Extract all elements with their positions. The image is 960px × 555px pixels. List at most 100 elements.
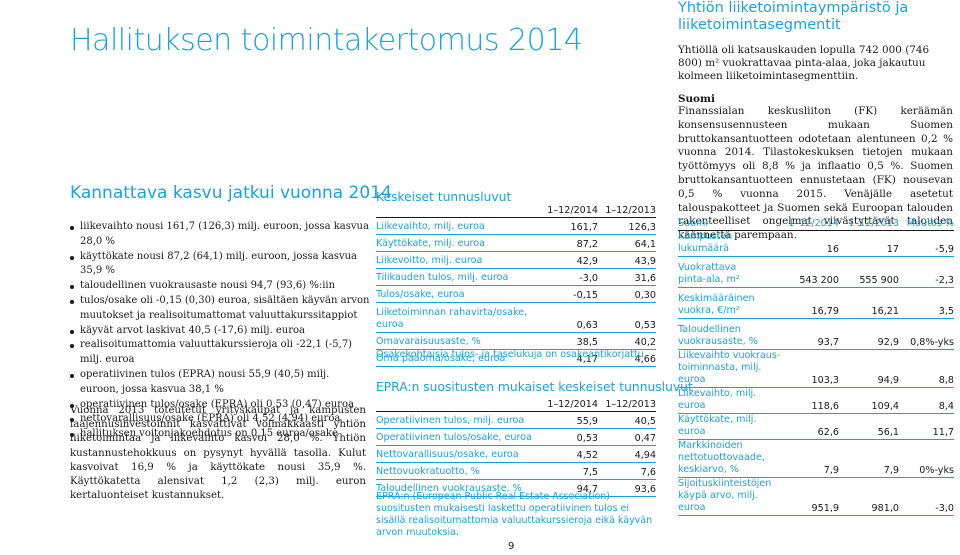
value-2014: 7,9 <box>786 439 839 478</box>
section-title: Yhtiön liiketoimintaympäristö ja liiketo… <box>678 0 953 34</box>
row-label-line: Liiketoiminnan rahavirta/osake, <box>376 307 528 318</box>
table-header-row: Suomi 1–12/2014 1–12/2013 Muutos % <box>678 213 954 231</box>
value-2014: 16 <box>786 230 839 257</box>
value-change: 0,8%-yks <box>899 318 954 350</box>
section-title-line: liiketoimintasegmentit <box>678 17 841 33</box>
value-change: -3,0 <box>899 477 954 516</box>
value-2014: 87,2 <box>541 234 598 252</box>
row-label-line: vuokrausaste, % <box>678 336 758 347</box>
epra-note: EPRA:n (European Public Real Estate Asso… <box>376 491 653 538</box>
row-label: Operatiivinen tulos/osake, euroa <box>376 428 541 446</box>
page-number: 9 <box>508 541 515 552</box>
highlights-list: liikevaihto nousi 161,7 (126,3) milj. eu… <box>70 220 370 442</box>
value-2013: 555 900 <box>839 256 899 288</box>
row-label-line: Liikevaihto vuokraus- <box>678 350 781 361</box>
table-row: Kampusten lukumäärä 16 17 -5,9 <box>678 230 954 257</box>
value-2013: 16,21 <box>839 287 899 319</box>
list-item: käyvät arvot laskivat 40,5 (-17,6) milj.… <box>70 324 370 339</box>
page-title: Hallituksen toimintakertomus 2014 <box>70 23 583 58</box>
header-cell-empty <box>376 200 541 218</box>
value-2013: 981,0 <box>839 477 899 516</box>
row-label-line: nettotuottovaade, <box>678 452 765 463</box>
row-label: Käyttökate, milj. euroa <box>678 413 786 440</box>
value-2014: 42,9 <box>541 251 598 269</box>
value-2013: 7,9 <box>839 439 899 478</box>
value-2013: 7,6 <box>598 462 656 480</box>
row-label-line: Keskimääräinen <box>678 293 755 304</box>
row-label: Kampusten lukumäärä <box>678 230 786 257</box>
value-2013: 94,9 <box>839 349 899 388</box>
left-heading: Kannattava kasvu jatkui vuonna 2014 <box>70 183 392 203</box>
list-item: nettovarallisuus/osake (EPRA) oli 4,52 (… <box>70 412 370 427</box>
table-row: Omavaraisuusaste, % 38,5 40,2 <box>376 332 656 350</box>
row-label: Oma pääoma/osake, euroa <box>376 349 541 367</box>
list-item: liikevaihto nousi 161,7 (126,3) milj. eu… <box>70 220 370 250</box>
value-2014: 4,17 <box>541 349 598 367</box>
column-header: 1–12/2014 <box>541 394 598 412</box>
value-2013: 109,4 <box>839 387 899 414</box>
body-paragraph: Vuonna 2013 toteutetut yrityskaupat ja k… <box>70 405 366 502</box>
table-row: Tulos/osake, euroa -0,15 0,30 <box>376 285 656 303</box>
value-2013: 40,5 <box>598 411 656 429</box>
table-row: Käyttökate, milj. euroa 62,6 56,1 11,7 <box>678 413 954 440</box>
list-item: operatiivinen tulos/osake (EPRA) oli 0,5… <box>70 398 370 413</box>
value-2013: 4,94 <box>598 445 656 463</box>
table-row: Sijoituskiinteistöjen käypä arvo, milj. e… <box>678 477 954 516</box>
value-2014: 38,5 <box>541 332 598 350</box>
row-label: Liikevaihto vuokraus-toiminnasta, milj. … <box>678 349 786 388</box>
row-label-line: keskiarvo, % <box>678 464 739 475</box>
row-label: Nettovarallisuus/osake, euroa <box>376 445 541 463</box>
row-label: Omavaraisuusaste, % <box>376 332 541 350</box>
table-row: Liikevaihto, milj. euroa 118,6 109,4 8,4 <box>678 387 954 414</box>
column-header: 1–12/2013 <box>839 213 899 231</box>
list-item: operatiivinen tulos (EPRA) nousi 55,9 (4… <box>70 368 370 398</box>
suomi-heading: Suomi <box>678 93 715 105</box>
row-label-line: Sijoituskiinteistöjen <box>678 478 772 489</box>
value-2013: 31,6 <box>598 268 656 286</box>
value-2014: 118,6 <box>786 387 839 414</box>
value-2013: 64,1 <box>598 234 656 252</box>
row-label: Liikevoitto, milj. euroa <box>376 251 541 269</box>
table-row: Operatiivinen tulos, milj. euroa 55,9 40… <box>376 411 656 429</box>
row-label-line: käypä arvo, milj. euroa <box>678 490 758 513</box>
table-row: Käyttökate, milj. euroa 87,2 64,1 <box>376 234 656 252</box>
value-2014: 94,7 <box>541 479 598 497</box>
column-header: Muutos % <box>899 213 954 231</box>
row-label: Käyttökate, milj. euroa <box>376 234 541 252</box>
value-2013: 93,6 <box>598 479 656 497</box>
row-label-line: Markkinoiden <box>678 440 743 451</box>
list-item: taloudellinen vuokrausaste nousi 94,7 (9… <box>70 279 370 294</box>
value-2013: 92,9 <box>839 318 899 350</box>
value-2014: 7,5 <box>541 462 598 480</box>
value-2013: 0,53 <box>598 302 656 333</box>
table-row: Oma pääoma/osake, euroa 4,17 4,66 <box>376 349 656 367</box>
value-2014: 93,7 <box>786 318 839 350</box>
section-title-line: Yhtiön liiketoimintaympäristö ja <box>678 0 909 16</box>
row-label: Nettovuokratuotto, % <box>376 462 541 480</box>
epra-table: 1–12/2014 1–12/2013 Operatiivinen tulos,… <box>376 394 656 497</box>
row-label: Tulos/osake, euroa <box>376 285 541 303</box>
value-2013: 56,1 <box>839 413 899 440</box>
value-change: 8,8 <box>899 349 954 388</box>
table-row: Tilikauden tulos, milj. euroa -3,0 31,6 <box>376 268 656 286</box>
row-label: Tilikauden tulos, milj. euroa <box>376 268 541 286</box>
value-change: -5,9 <box>899 230 954 257</box>
table-row: Vuokrattava pinta-ala, m² 543 200 555 900… <box>678 256 954 288</box>
row-label-line: Taloudellinen <box>678 324 741 335</box>
value-2014: 62,6 <box>786 413 839 440</box>
finland-table: Suomi 1–12/2014 1–12/2013 Muutos % Kampu… <box>678 213 954 516</box>
table-row: Taloudellinen vuokrausaste, % 93,7 92,9 0… <box>678 318 954 350</box>
value-2013: 17 <box>839 230 899 257</box>
value-change: 11,7 <box>899 413 954 440</box>
value-2013: 0,30 <box>598 285 656 303</box>
value-2013: 0,47 <box>598 428 656 446</box>
row-label: Liikevaihto, milj. euroa <box>376 217 541 235</box>
table-header-row: 1–12/2014 1–12/2013 <box>376 200 656 218</box>
value-2013: 126,3 <box>598 217 656 235</box>
table-row: Markkinoiden nettotuottovaade, keskiarvo, … <box>678 439 954 478</box>
list-item: realisoitumattomia valuuttakurssieroja o… <box>70 338 370 368</box>
row-label: Taloudellinen vuokrausaste, % <box>678 318 786 350</box>
value-2013: 4,66 <box>598 349 656 367</box>
value-2014: -3,0 <box>541 268 598 286</box>
table-row: Liiketoiminnan rahavirta/osake, euroa 0,6… <box>376 302 656 333</box>
